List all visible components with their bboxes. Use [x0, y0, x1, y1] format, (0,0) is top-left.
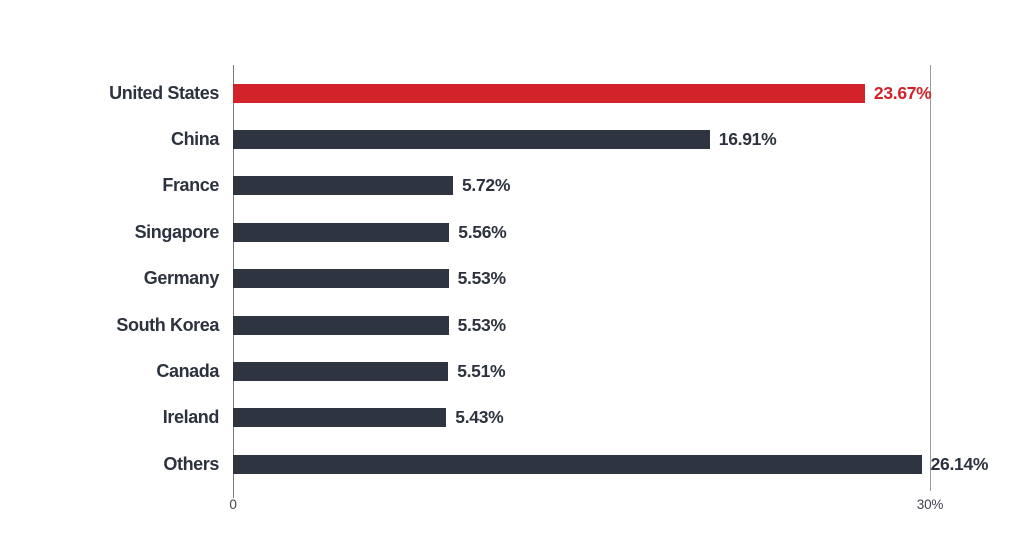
bar-row-germany: Germany 5.53%	[0, 256, 1024, 302]
x-tick-30-percent: 30%	[916, 497, 944, 512]
value-label: 26.14%	[930, 453, 989, 474]
bar-row-others: Others 26.14%	[0, 441, 1024, 487]
bar	[233, 176, 453, 196]
value-label: 5.56%	[458, 221, 507, 242]
bar	[233, 222, 450, 242]
value-label: 5.53%	[457, 268, 506, 289]
category-label: France	[162, 175, 219, 196]
category-label: Germany	[143, 268, 220, 289]
gridline-30-percent	[930, 65, 931, 491]
bar-zone: 5.53%	[233, 302, 1024, 348]
bar-zone: 5.53%	[233, 256, 1024, 302]
bar	[233, 315, 449, 335]
value-label: 16.91%	[718, 129, 777, 150]
bar-row-canada: Canada 5.51%	[0, 348, 1024, 394]
bar	[233, 269, 449, 289]
category-label: Others	[163, 453, 219, 474]
bar-row-united-states: United States 23.67%	[0, 70, 1024, 116]
bar-zone: 5.43%	[233, 395, 1024, 441]
bar-zone: 5.56%	[233, 209, 1024, 255]
bar	[233, 362, 449, 382]
chart-rows: United States 23.67% China 16.91% France…	[0, 70, 1024, 488]
category-label: China	[170, 129, 219, 150]
category-label: Singapore	[134, 221, 220, 242]
bar-row-singapore: Singapore 5.56%	[0, 209, 1024, 255]
bar	[233, 408, 447, 428]
value-label: 5.51%	[457, 361, 506, 382]
category-label: Canada	[156, 361, 219, 382]
category-label: United States	[109, 82, 219, 103]
bar-zone: 16.91%	[233, 116, 1024, 162]
x-tick-zero: 0	[229, 497, 237, 512]
bar-row-france: France 5.72%	[0, 163, 1024, 209]
value-label: 5.53%	[457, 314, 506, 335]
bar-row-china: China 16.91%	[0, 116, 1024, 162]
category-label: South Korea	[116, 314, 219, 335]
bar-row-ireland: Ireland 5.43%	[0, 395, 1024, 441]
category-label: Ireland	[162, 407, 220, 428]
bar-zone: 5.72%	[233, 163, 1024, 209]
value-label: 5.72%	[462, 175, 511, 196]
bar-zone: 23.67%	[233, 70, 1024, 116]
value-label: 23.67%	[873, 82, 932, 103]
bar-zone: 5.51%	[233, 348, 1024, 394]
bar	[233, 130, 710, 150]
value-label: 5.43%	[455, 407, 504, 428]
bar	[233, 83, 865, 103]
bar-zone: 26.14%	[233, 441, 1024, 487]
bar-row-south-korea: South Korea 5.53%	[0, 302, 1024, 348]
bar	[233, 454, 922, 474]
